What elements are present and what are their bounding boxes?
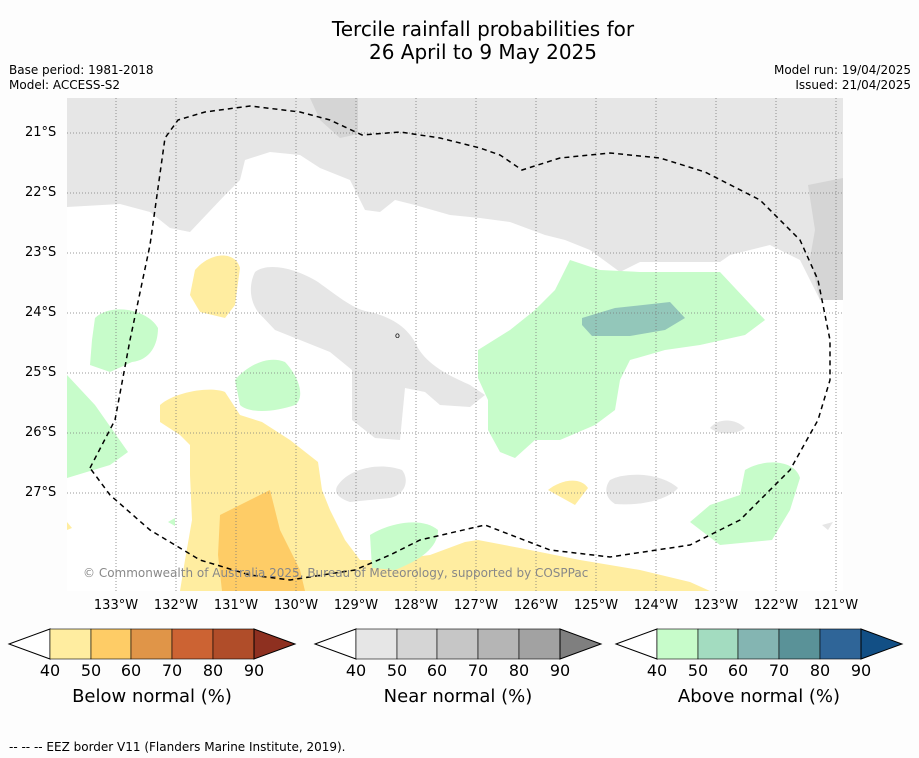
above-normal-region-far-west — [67, 375, 128, 478]
meta-right: Model run: 19/04/2025 Issued: 21/04/2025 — [774, 63, 911, 93]
cb-below-tick: 80 — [202, 661, 224, 680]
colorbar-segment — [778, 628, 821, 660]
cb-below-tick: 90 — [243, 661, 265, 680]
cb-near-tick: 60 — [426, 661, 448, 680]
colorbars-svg — [7, 628, 904, 660]
lat-label-23s: 23°S — [25, 245, 57, 260]
cb-below-tick: 50 — [80, 661, 102, 680]
cb-below-tick: 70 — [161, 661, 183, 680]
below-normal-50-region — [218, 490, 305, 591]
cb-above-title: Above normal (%) — [677, 686, 841, 707]
lon-label-129w: 129°W — [333, 598, 379, 613]
below-normal-region-sw — [67, 522, 72, 530]
map-gridlines — [67, 98, 843, 591]
base-period-label: Base period: 1981-2018 — [9, 63, 154, 77]
cb-near-tick: 50 — [386, 661, 408, 680]
colorbar-segment — [436, 628, 479, 660]
below-normal-region-north — [190, 255, 240, 318]
below-normal-region-south — [160, 389, 710, 591]
lon-label-125w: 125°W — [573, 598, 619, 613]
eez-footnote: -- -- -- EEZ border V11 (Flanders Marine… — [9, 740, 346, 754]
lat-label-26s: 26°S — [25, 425, 57, 440]
colorbar-segment — [737, 628, 780, 660]
colorbar-segment — [396, 628, 438, 660]
lat-label-24s: 24°S — [25, 305, 57, 320]
copyright-notice: © Commonwealth of Australia 2025, Bureau… — [83, 566, 589, 580]
colorbar-segment — [355, 628, 398, 660]
cb-above-tick: 70 — [768, 661, 790, 680]
lon-label-121w: 121°W — [813, 598, 859, 613]
lat-label-21s: 21°S — [25, 125, 57, 140]
cb-below-tick: 40 — [39, 661, 61, 680]
colorbar-segment — [656, 628, 699, 660]
cb-above-tick: 90 — [850, 661, 872, 680]
colorbar-segment — [49, 628, 92, 660]
lon-label-122w: 122°W — [753, 598, 799, 613]
near-normal-region-east — [606, 474, 678, 505]
above-normal-region-mid — [235, 359, 301, 412]
cb-near-title: Near normal (%) — [383, 686, 533, 707]
lon-label-123w: 123°W — [693, 598, 739, 613]
colorbar-above-normal — [614, 628, 904, 660]
colorbar-segment — [697, 628, 739, 660]
lat-label-25s: 25°S — [25, 365, 57, 380]
meta-left: Base period: 1981-2018 Model: ACCESS-S2 — [9, 63, 154, 93]
colorbar-near-normal — [313, 628, 603, 660]
colorbar-below-normal — [7, 628, 297, 660]
above-normal-region-west — [90, 309, 158, 372]
cb-below-title: Below normal (%) — [72, 686, 232, 707]
colorbar-segment — [860, 628, 904, 660]
above-normal-region-central — [478, 260, 765, 458]
near-normal-region-north — [67, 98, 843, 300]
above-normal-60-region — [582, 302, 685, 336]
probability-shading — [67, 98, 843, 591]
colorbar-segment — [559, 628, 603, 660]
colorbar-segment — [518, 628, 561, 660]
map-title: Tercile rainfall probabilities for 26 Ap… — [0, 18, 919, 64]
colorbar-segment — [90, 628, 132, 660]
issued-label: Issued: 21/04/2025 — [795, 78, 911, 92]
cb-near-tick: 40 — [345, 661, 367, 680]
colorbar-segment — [171, 628, 214, 660]
above-normal-region-east — [690, 462, 800, 545]
lon-label-133w: 133°W — [93, 598, 139, 613]
colorbar-segment — [819, 628, 862, 660]
above-normal-region-south — [370, 522, 438, 570]
colorbar-segment — [253, 628, 297, 660]
eez-border — [89, 105, 831, 581]
lon-label-132w: 132°W — [153, 598, 199, 613]
cb-above-tick: 50 — [687, 661, 709, 680]
model-run-label: Model run: 19/04/2025 — [773, 63, 911, 77]
cb-near-tick: 80 — [508, 661, 530, 680]
lon-label-124w: 124°W — [633, 598, 679, 613]
lon-label-130w: 130°W — [273, 598, 319, 613]
cb-above-tick: 60 — [727, 661, 749, 680]
title-line-1: Tercile rainfall probabilities for — [331, 17, 635, 41]
title-line-2: 26 April to 9 May 2025 — [369, 40, 597, 64]
cb-below-tick: 60 — [120, 661, 142, 680]
cb-above-tick: 80 — [809, 661, 831, 680]
lat-label-22s: 22°S — [25, 185, 57, 200]
lat-label-27s: 27°S — [25, 485, 57, 500]
colorbar-segment — [130, 628, 173, 660]
near-normal-region-central — [250, 267, 485, 440]
contour-speck: o — [395, 331, 400, 340]
colorbar-segment — [212, 628, 255, 660]
cb-above-tick: 40 — [646, 661, 668, 680]
model-label: Model: ACCESS-S2 — [9, 78, 121, 92]
cb-near-tick: 90 — [549, 661, 571, 680]
colorbar-segment — [477, 628, 520, 660]
lon-label-127w: 127°W — [453, 598, 499, 613]
above-normal-region-small — [168, 518, 175, 526]
lon-label-131w: 131°W — [213, 598, 259, 613]
lon-label-128w: 128°W — [393, 598, 439, 613]
cb-near-tick: 70 — [467, 661, 489, 680]
lon-label-126w: 126°W — [513, 598, 559, 613]
